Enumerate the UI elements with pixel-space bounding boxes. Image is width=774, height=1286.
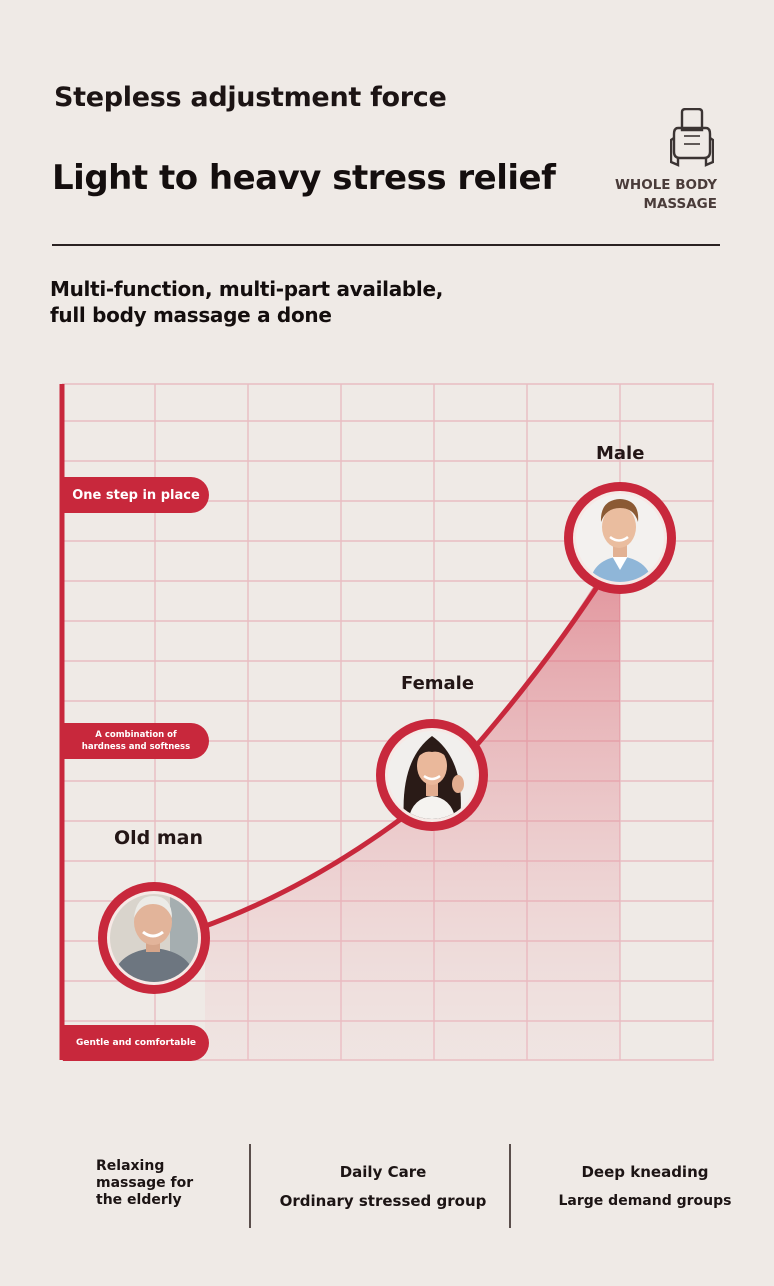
footer-col1-line-3: the elderly — [96, 1192, 182, 1208]
point-female — [376, 719, 488, 831]
footer-col-daily-care: Daily Care Ordinary stressed group — [256, 1158, 510, 1216]
subtitle: Multi-function, multi-part available, fu… — [50, 276, 443, 328]
footer-col-elderly: Relaxing massage for the elderly — [96, 1158, 193, 1209]
page-title: Stepless adjustment force — [54, 82, 447, 113]
subtitle-line-1: Multi-function, multi-part available, — [50, 277, 444, 301]
footer-col-deep-kneading: Deep kneading Large demand groups — [516, 1158, 774, 1216]
subtitle-line-2: full body massage a done — [50, 303, 332, 327]
point-label-male: Male — [596, 443, 645, 464]
elderly-man-avatar — [110, 894, 198, 982]
divider — [52, 244, 720, 246]
point-old-man — [98, 882, 210, 994]
level-label-middle-line-1: A combination of — [95, 730, 177, 740]
footer-col2-line-1: Daily Care — [339, 1163, 427, 1181]
point-label-old-man: Old man — [114, 827, 204, 849]
footer-col1-line-1: Relaxing — [96, 1158, 165, 1174]
footer-col2-line-2: Ordinary stressed group — [279, 1192, 487, 1210]
point-male — [564, 482, 676, 594]
footer-divider-2 — [509, 1144, 511, 1228]
man-avatar — [576, 494, 664, 582]
level-label-middle-line-2: hardness and softness — [81, 742, 191, 752]
point-label-female: Female — [401, 673, 475, 694]
curve-area — [205, 560, 620, 1060]
whole-body-badge: WHOLE BODY MASSAGE — [600, 104, 740, 224]
footer-col1-line-2: massage for — [96, 1175, 194, 1191]
footer-divider-1 — [249, 1144, 251, 1228]
woman-avatar — [388, 731, 476, 819]
page-headline: Light to heavy stress relief — [52, 158, 556, 198]
footer-groups: Relaxing massage for the elderly Daily C… — [0, 1140, 774, 1232]
footer-col3-line-2: Large demand groups — [558, 1193, 732, 1209]
badge-line-2: MASSAGE — [643, 196, 717, 212]
badge-text: WHOLE BODY MASSAGE — [600, 176, 717, 214]
level-label-middle: A combination of hardness and softness — [63, 723, 209, 759]
footer-col3-line-1: Deep kneading — [581, 1163, 709, 1181]
massage-chair-icon — [670, 108, 714, 167]
badge-line-1: WHOLE BODY — [615, 177, 717, 193]
level-label-bottom: Gentle and comfortable — [63, 1025, 209, 1061]
level-label-top: One step in place — [63, 477, 209, 513]
